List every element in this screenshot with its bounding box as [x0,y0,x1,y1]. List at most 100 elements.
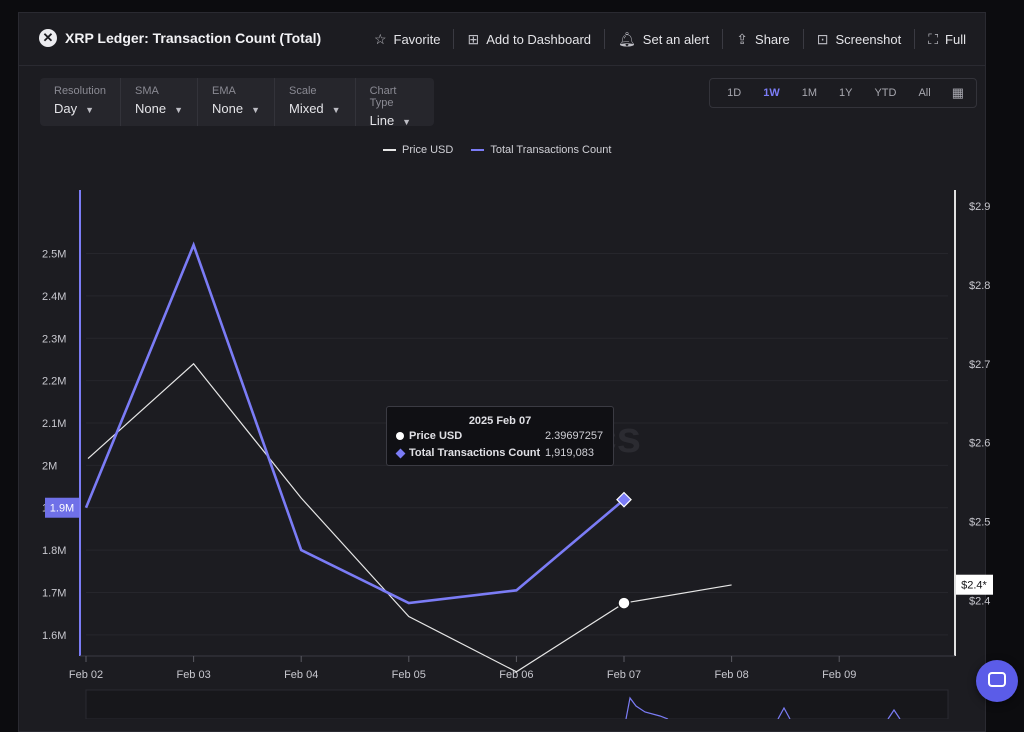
xrp-logo-icon: ✕ [39,29,57,47]
scale-label: Scale [288,85,317,97]
x-tick-label: Feb 05 [392,669,426,681]
ema-select[interactable]: EMA None ▼ [198,78,275,126]
y-left-tick-label: 2.4M [42,291,66,303]
right-value-badge-label: $2.4* [961,580,987,592]
legend-swatch-transactions [471,149,485,151]
y-left-tick-label: 1.8M [42,545,66,557]
caret-down-icon: ▼ [251,105,260,115]
chart-tooltip: 2025 Feb 07 Price USD 2.39697257 Total T… [386,406,614,466]
y-left-tick-label: 2M [42,460,57,472]
y-right-tick-label: $2.5 [969,517,990,529]
legend-transactions[interactable]: Total Transactions Count [471,144,611,156]
range-1d[interactable]: 1D [727,87,742,99]
screenshot-button[interactable]: ⊡ Screenshot [802,29,915,49]
tooltip-tx-label: Total Transactions Count [409,447,541,459]
panel-header: ✕ XRP Ledger: Transaction Count (Total) … [19,13,985,66]
range-all[interactable]: All [918,87,931,99]
screenshot-label: Screenshot [835,31,902,47]
calendar-icon[interactable]: ▦ [951,85,964,100]
tooltip-date: 2025 Feb 07 [468,415,532,427]
range-1m[interactable]: 1M [801,87,817,99]
caret-down-icon: ▼ [85,105,95,115]
resolution-value: Day [54,101,78,116]
x-tick-label: Feb 03 [176,669,210,681]
y-right-tick-label: $2.8 [969,280,990,292]
resolution-label: Resolution [54,85,106,97]
x-tick-label: Feb 07 [607,669,641,681]
caret-down-icon: ▼ [402,117,412,127]
navigator-series [625,696,669,719]
sma-select[interactable]: SMA None ▼ [121,78,198,126]
transactions-series-line [84,241,625,605]
chart-type-value: Line [369,113,395,128]
x-tick-label: Feb 06 [499,669,533,681]
title-group: ✕ XRP Ledger: Transaction Count (Total) [39,29,321,47]
right-value-badge [956,574,993,595]
favorite-button[interactable]: ☆ Favorite [361,29,454,49]
tooltip-price-value: 2.39697257 [545,430,604,442]
legend-transactions-label: Total Transactions Count [490,144,612,156]
legend-price[interactable]: Price USD [383,144,453,156]
chart-panel: ✕ XRP Ledger: Transaction Count (Total) … [18,12,986,732]
navigator-series-tail [777,706,901,719]
camera-icon: ⊡ [816,30,829,47]
y-left-tick-label: 2.3M [42,333,66,345]
y-right-tick-label: $2.9 [969,201,990,213]
caret-down-icon: ▼ [331,105,341,115]
page-title: XRP Ledger: Transaction Count (Total) [65,30,322,46]
y-left-tick-label: 1.6M [42,630,66,642]
x-tick-label: Feb 09 [822,669,856,681]
set-alert-button[interactable]: 🔔︎ Set an alert [604,29,722,49]
support-chat-button[interactable] [976,660,1018,702]
price-hover-marker [617,596,631,610]
x-tick-label: Feb 08 [714,669,748,681]
tooltip-price-label: Price USD [409,430,463,442]
set-alert-label: Set an alert [642,31,710,47]
resolution-select[interactable]: Resolution Day ▼ [40,78,121,126]
add-to-dashboard-button[interactable]: ⊞ Add to Dashboard [453,29,604,49]
legend-price-label: Price USD [402,144,454,156]
range-ytd[interactable]: YTD [874,87,897,99]
sma-label: SMA [134,85,159,97]
share-label: Share [755,31,790,47]
ema-label: EMA [211,85,236,97]
fullscreen-button[interactable]: ⛶ Full [914,29,979,49]
y-right-tick-label: $2.7 [969,359,990,371]
y-left-tick-label: 2.1M [42,418,66,430]
x-tick-label: Feb 02 [69,669,103,681]
y-right-tick-label: $2.4 [969,596,990,608]
y-left-tick-label: 2.5M [42,249,66,261]
add-to-dashboard-label: Add to Dashboard [486,31,592,47]
expand-icon: ⛶ [928,30,939,47]
caret-down-icon: ▼ [174,105,183,115]
chart-type-label: Chart Type [369,85,397,109]
favorite-label: Favorite [393,31,441,47]
x-tick-label: Feb 04 [284,669,318,681]
fullscreen-label: Full [945,31,966,47]
left-value-badge-label: 1.9M [50,503,74,515]
ema-value: None [211,101,244,116]
circle-marker-icon [396,432,404,440]
share-icon: ⇪ [736,30,749,47]
time-range-selector: 1D 1W 1M 1Y YTD All ▦ [709,78,977,108]
share-button[interactable]: ⇪ Share [722,29,802,49]
scale-select[interactable]: Scale Mixed ▼ [275,78,356,126]
range-1w[interactable]: 1W [763,87,780,99]
y-left-tick-label: 2.2M [42,376,66,388]
scale-value: Mixed [288,101,324,116]
tooltip-tx-value: 1,919,083 [545,447,594,459]
folder-plus-icon: ⊞ [467,30,480,47]
y-left-tick-label: 1.7M [42,587,66,599]
y-right-tick-label: $2.6 [969,438,990,450]
chart-type-select[interactable]: Chart Type Line ▼ [356,78,434,128]
legend-swatch-price [383,149,396,151]
tooltip-row-price: Price USD 2.39697257 [387,428,613,444]
chart-legend: Price USD Total Transactions Count [383,144,629,156]
chart-options-toolbar: Resolution Day ▼ SMA None ▼ EMA None ▼ Scal… [40,78,434,128]
star-icon: ☆ [373,30,387,47]
navigator-strip [85,689,949,719]
transactions-hover-marker [616,491,632,508]
tooltip-row-transactions: Total Transactions Count 1,919,083 [387,445,613,461]
range-1y[interactable]: 1Y [839,87,853,99]
